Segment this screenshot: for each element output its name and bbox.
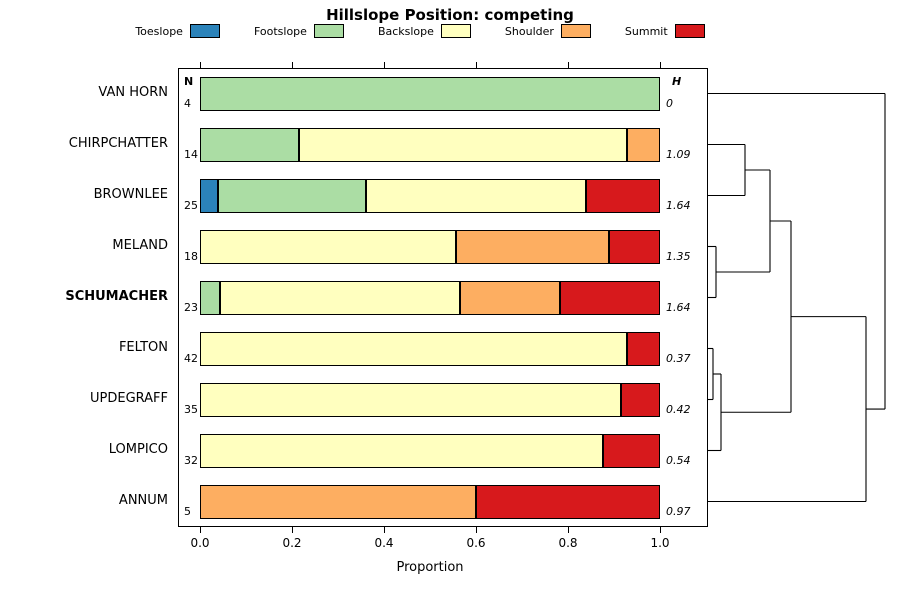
bar-segment-backslope [200, 331, 628, 366]
legend-label-summit: Summit [624, 24, 668, 38]
bar-segment-toeslope [200, 178, 219, 213]
bar-segment-summit [608, 229, 660, 264]
n-value-lompico: 32 [184, 453, 198, 467]
row-label-schumacher: SCHUMACHER [65, 288, 168, 304]
row-label-meland: MELAND [112, 237, 168, 253]
n-value-chirpchatter: 14 [184, 147, 198, 161]
x-tick-label: 0.0 [190, 536, 210, 550]
bar-segment-shoulder [459, 280, 560, 315]
bar-segment-summit [559, 280, 660, 315]
bar-segment-backslope [200, 433, 603, 468]
x-tick-label: 0.6 [466, 536, 486, 550]
h-column-header: H [672, 75, 682, 88]
legend-swatch-toeslope [189, 24, 220, 38]
x-tick-label: 0.4 [374, 536, 394, 550]
row-label-updegraff: UPDEGRAFF [89, 390, 168, 406]
n-value-meland: 18 [184, 249, 198, 263]
h-value-updegraff: 0.42 [666, 402, 691, 416]
chart-title: Hillslope Position: competing [326, 6, 574, 24]
bar-segment-footslope [218, 178, 366, 213]
n-value-annum: 5 [184, 504, 191, 518]
legend-item-footslope: Footslope [254, 24, 344, 38]
x-tick-bottom [383, 527, 385, 533]
h-value-meland: 1.35 [666, 249, 691, 263]
bar-segment-footslope [200, 127, 299, 162]
bar-segment-backslope [200, 229, 456, 264]
legend-item-shoulder: Shoulder [505, 24, 591, 38]
bar-segment-summit [586, 178, 660, 213]
x-tick-top [291, 62, 293, 68]
n-value-van-horn: 4 [184, 96, 191, 110]
x-tick-bottom [475, 527, 477, 533]
x-tick-top [567, 62, 569, 68]
x-tick-label: 1.0 [650, 536, 670, 550]
bar-segment-footslope [200, 280, 220, 315]
legend-swatch-backslope [440, 24, 471, 38]
x-axis-label: Proportion [396, 560, 464, 575]
bar-schumacher [200, 280, 660, 315]
bar-segment-backslope [200, 382, 621, 417]
bar-van-horn [200, 76, 660, 111]
bar-updegraff [200, 382, 660, 417]
n-value-updegraff: 35 [184, 402, 198, 416]
n-column-header: N [184, 75, 194, 88]
x-tick-top [475, 62, 477, 68]
n-value-felton: 42 [184, 351, 198, 365]
bar-brownlee [200, 178, 660, 213]
bar-lompico [200, 433, 660, 468]
row-label-lompico: LOMPICO [108, 441, 168, 457]
bar-segment-shoulder [627, 127, 660, 162]
h-value-chirpchatter: 1.09 [666, 147, 691, 161]
row-label-brownlee: BROWNLEE [93, 186, 168, 202]
x-tick-label: 0.8 [558, 536, 578, 550]
x-tick-bottom [199, 527, 201, 533]
bar-meland [200, 229, 660, 264]
legend-label-shoulder: Shoulder [504, 24, 554, 38]
h-value-van-horn: 0 [666, 96, 673, 110]
bar-felton [200, 331, 660, 366]
bar-segment-shoulder [455, 229, 609, 264]
n-value-brownlee: 25 [184, 198, 198, 212]
legend-swatch-summit [674, 24, 705, 38]
legend-item-toeslope: Toeslope [135, 24, 220, 38]
bar-segment-summit [602, 433, 660, 468]
legend-item-backslope: Backslope [378, 24, 471, 38]
row-label-annum: ANNUM [118, 492, 168, 508]
x-tick-label: 0.2 [282, 536, 302, 550]
x-tick-bottom [291, 527, 293, 533]
bar-segment-summit [620, 382, 660, 417]
bar-segment-footslope [200, 76, 660, 111]
h-value-felton: 0.37 [666, 351, 691, 365]
n-value-schumacher: 23 [184, 300, 198, 314]
row-label-van-horn: VAN HORN [98, 84, 168, 100]
bar-segment-shoulder [200, 484, 476, 519]
bar-segment-backslope [298, 127, 628, 162]
row-label-chirpchatter: CHIRPCHATTER [68, 135, 168, 151]
h-value-schumacher: 1.64 [666, 300, 691, 314]
bar-segment-backslope [220, 280, 460, 315]
bar-segment-backslope [365, 178, 587, 213]
bar-segment-summit [476, 484, 660, 519]
h-value-annum: 0.97 [666, 504, 691, 518]
legend-swatch-footslope [313, 24, 344, 38]
x-tick-top [383, 62, 385, 68]
bar-chirpchatter [200, 127, 660, 162]
h-value-brownlee: 1.64 [666, 198, 691, 212]
legend-swatch-shoulder [560, 24, 591, 38]
legend-item-summit: Summit [625, 24, 705, 38]
legend: Toeslope Footslope Backslope Shoulder Summit [0, 24, 840, 38]
h-value-lompico: 0.54 [666, 453, 691, 467]
bar-segment-summit [627, 331, 660, 366]
x-tick-top [199, 62, 201, 68]
x-tick-bottom [659, 527, 661, 533]
legend-label-footslope: Footslope [253, 24, 307, 38]
x-tick-top [659, 62, 661, 68]
legend-label-toeslope: Toeslope [135, 24, 183, 38]
legend-label-backslope: Backslope [377, 24, 434, 38]
row-label-felton: FELTON [118, 339, 168, 355]
bar-annum [200, 484, 660, 519]
x-tick-bottom [567, 527, 569, 533]
